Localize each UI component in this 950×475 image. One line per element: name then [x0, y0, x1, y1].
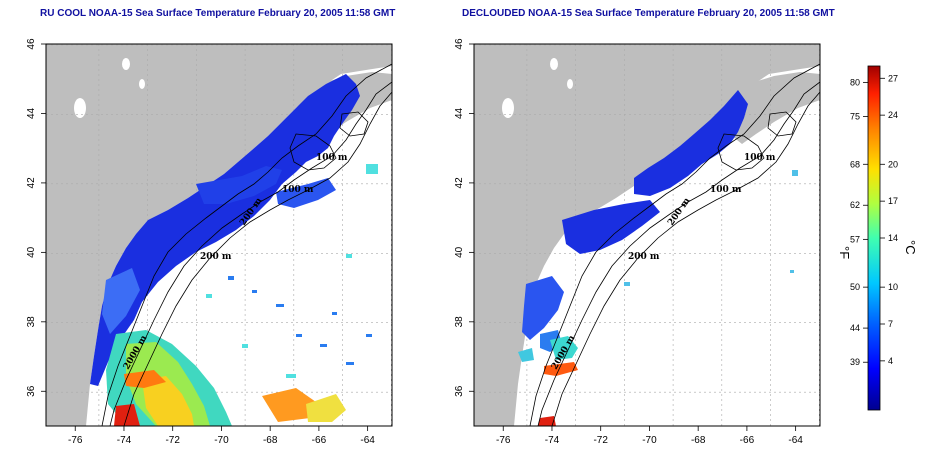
celsius-tick-label: 14	[888, 233, 898, 243]
lon-tick-label-left: -66	[312, 435, 327, 446]
lat-tick-label-right: 38	[454, 316, 465, 328]
map-title-left: RU COOL NOAA-15 Sea Surface Temperature …	[40, 8, 396, 19]
fahrenheit-tick-label: 80	[850, 77, 860, 87]
axes-left: -76 -74 -72 -70 -68 -66 -64 46 44 42 40 38 36	[26, 38, 375, 446]
celsius-tick-label: 27	[888, 73, 898, 83]
fahrenheit-tick-label: 68	[850, 159, 860, 169]
lat-tick-label-left: 36	[26, 385, 37, 397]
lon-tick-label-left: -76	[68, 435, 83, 446]
fahrenheit-tick-label: 62	[850, 200, 860, 210]
lon-tick-label-right: -70	[642, 435, 657, 446]
sst-cold-shelf-water-declouded	[634, 90, 748, 196]
contour-label-100m-a-r: 100 m	[744, 153, 776, 163]
lon-tick-label-right: -64	[788, 435, 803, 446]
lon-tick-label-right: -76	[496, 435, 511, 446]
lat-tick-label-left: 40	[26, 246, 37, 258]
sst-cold-shelf-water	[90, 74, 360, 386]
celsius-tick-label: 24	[888, 110, 898, 120]
celsius-tick-label: 17	[888, 196, 898, 206]
map-panel-left: 100 m 100 m 200 m 200 m 2000 m	[46, 44, 392, 426]
celsius-tick-label: 20	[888, 159, 898, 169]
lat-tick-label-left: 46	[26, 38, 37, 50]
colorbar-celsius-label: °C	[903, 240, 918, 255]
map-panel-right: 100 m 100 m 200 m 200 m 2000 m	[474, 44, 820, 426]
contour-label-200m-a: 200 m	[200, 252, 232, 262]
fahrenheit-tick-label: 39	[850, 357, 860, 367]
map-title-right: DECLOUDED NOAA-15 Sea Surface Temperatur…	[462, 8, 835, 19]
lon-tick-label-left: -72	[165, 435, 180, 446]
fahrenheit-tick-label: 75	[850, 112, 860, 122]
axes-right: -76 -74 -72 -70 -68 -66 -64 46 44 42 40 38 36	[454, 38, 803, 446]
lat-tick-label-right: 44	[454, 107, 465, 119]
lon-tick-label-left: -68	[263, 435, 278, 446]
contour-label-100m-b: 100 m	[282, 185, 314, 195]
lat-tick-label-left: 44	[26, 107, 37, 119]
map-frame-right	[473, 43, 821, 427]
lon-tick-label-right: -72	[593, 435, 608, 446]
celsius-tick-label: 10	[888, 282, 898, 292]
lat-tick-label-left: 42	[26, 177, 37, 189]
colorbar-gradient	[867, 65, 881, 411]
colorbar: 27 24 20 17 14 10 7 4 80 75 68 62 57 50 44 39 °F °C	[837, 65, 918, 411]
lon-tick-label-right: -74	[545, 435, 560, 446]
lat-tick-label-right: 40	[454, 246, 465, 258]
lon-tick-label-left: -64	[360, 435, 375, 446]
lon-tick-label-left: -74	[117, 435, 132, 446]
map-frame-left	[45, 43, 393, 427]
fahrenheit-tick-label: 57	[850, 234, 860, 244]
celsius-tick-label: 4	[888, 356, 893, 366]
lat-tick-label-right: 46	[454, 38, 465, 50]
contour-label-100m-a: 100 m	[316, 153, 348, 163]
contour-label-200m-a-r: 200 m	[628, 252, 660, 262]
lon-tick-label-left: -70	[214, 435, 229, 446]
contour-label-100m-b-r: 100 m	[710, 185, 742, 195]
lon-tick-label-right: -66	[740, 435, 755, 446]
colorbar-fahrenheit-label: °F	[837, 246, 852, 259]
celsius-tick-label: 7	[888, 319, 893, 329]
lon-tick-label-right: -68	[691, 435, 706, 446]
lat-tick-label-left: 38	[26, 316, 37, 328]
fahrenheit-tick-label: 50	[850, 282, 860, 292]
lat-tick-label-right: 42	[454, 177, 465, 189]
lat-tick-label-right: 36	[454, 385, 465, 397]
fahrenheit-tick-label: 44	[850, 323, 860, 333]
